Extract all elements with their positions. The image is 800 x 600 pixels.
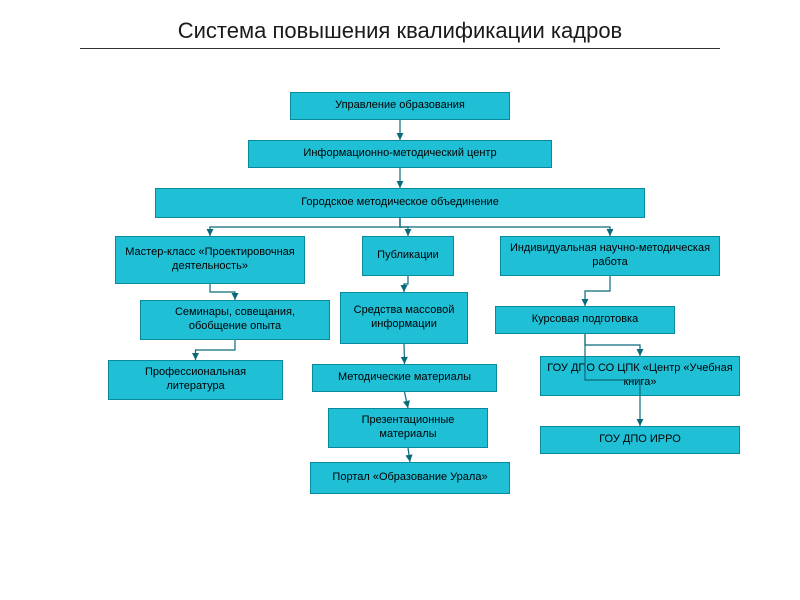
flowchart-node: ГОУ ДПО СО ЦПК «Центр «Учебная книга» [540,356,740,396]
flowchart-node: ГОУ ДПО ИРРО [540,426,740,454]
flowchart-edge [196,340,236,360]
flowchart-edge [405,392,409,408]
flowchart-node: Методические материалы [312,364,497,392]
flowchart-node: Курсовая подготовка [495,306,675,334]
flowchart-node: Городское методическое объединение [155,188,645,218]
flowchart-edge [210,218,400,236]
flowchart-node: Управление образования [290,92,510,120]
title-underline [80,48,720,49]
flowchart-edge [404,276,408,292]
flowchart-node: Портал «Образование Урала» [310,462,510,494]
flowchart-node: Индивидуальная научно-методическая работ… [500,236,720,276]
flowchart-edge [210,284,235,300]
flowchart-edge [585,276,610,306]
flowchart-node: Мастер-класс «Проектировочная деятельнос… [115,236,305,284]
flowchart-edge [585,334,640,356]
flowchart-node: Информационно-методический центр [248,140,552,168]
flowchart-node: Презентационные материалы [328,408,488,448]
flowchart-edge [400,218,408,236]
flowchart-edge [400,218,610,236]
flowchart-edge [404,344,405,364]
page-title: Система повышения квалификации кадров [0,18,800,44]
flowchart-node: Семинары, совещания, обобщение опыта [140,300,330,340]
flowchart-node: Средства массовой информации [340,292,468,344]
flowchart-node: Профессиональная литература [108,360,283,400]
flowchart-edge [408,448,410,462]
flowchart-node: Публикации [362,236,454,276]
